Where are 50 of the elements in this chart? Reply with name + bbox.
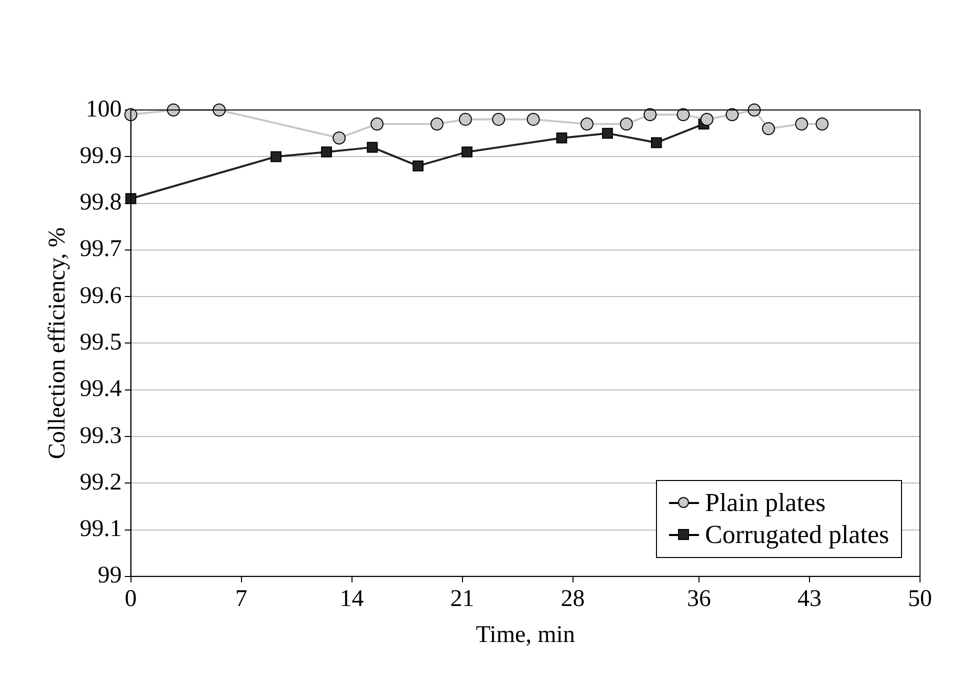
point	[676, 108, 690, 122]
point	[748, 104, 761, 116]
y-tick-label: 100	[86, 96, 122, 122]
y-tick-label: 99.7	[80, 236, 122, 262]
y-tick-label: 99.2	[80, 469, 122, 496]
point	[270, 151, 282, 162]
point	[492, 112, 506, 126]
y-tick-label: 99.1	[80, 516, 122, 542]
legend-label: Corrugated plates	[705, 519, 890, 552]
point	[332, 131, 346, 144]
y-tick-label: 99.4	[80, 376, 122, 402]
y-tick-label: 99	[98, 562, 122, 589]
point	[795, 117, 808, 130]
y-tick-label: 99.9	[80, 142, 122, 169]
y-tick-label: 99.3	[80, 422, 122, 449]
point	[650, 137, 662, 148]
x-tick-label: 14	[340, 586, 364, 612]
x-tick-label: 0	[124, 586, 137, 612]
point	[430, 117, 444, 130]
point	[726, 108, 739, 122]
point	[124, 108, 138, 122]
y-tick-label: 99.8	[80, 190, 122, 216]
x-tick-label: 7	[235, 586, 248, 612]
point	[366, 142, 378, 153]
point	[462, 146, 472, 158]
x-axis-title: Time, min	[476, 622, 575, 648]
point	[762, 122, 775, 136]
point	[166, 104, 180, 116]
x-tick-label: 36	[687, 586, 712, 612]
point	[458, 112, 472, 126]
y-tick-label: 99.5	[80, 329, 122, 356]
point	[580, 117, 594, 130]
point	[816, 117, 829, 130]
x-tick-label: 21	[450, 586, 474, 612]
x-tick-label: 28	[560, 586, 585, 612]
point	[644, 108, 657, 122]
point	[602, 128, 613, 139]
point	[212, 104, 226, 116]
point	[526, 112, 540, 126]
legend-label: Plain plates	[705, 487, 826, 520]
x-tick-label: 50	[908, 586, 932, 612]
point	[556, 132, 568, 144]
point	[370, 117, 384, 130]
point	[321, 146, 332, 158]
y-tick-label: 99.6	[80, 282, 122, 309]
point	[412, 160, 424, 172]
y-axis-title: Collection efficiency, %	[44, 227, 71, 460]
point	[620, 117, 633, 130]
x-tick-label: 43	[798, 586, 822, 612]
point	[700, 112, 714, 126]
